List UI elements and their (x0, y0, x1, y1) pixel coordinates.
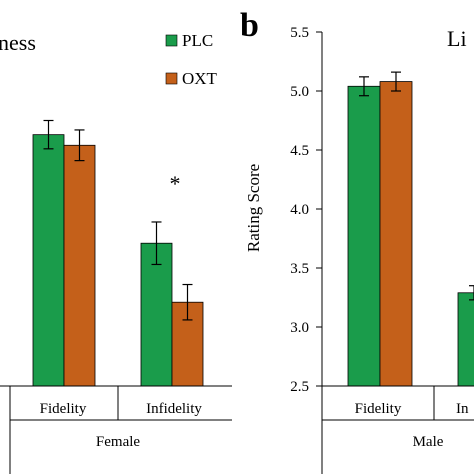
bar-plc-1 (140, 242, 173, 387)
left-group-label: Female (96, 434, 140, 450)
panel-label-b: b (240, 7, 259, 44)
right-panel: b Li Rating Score 2.53.03.54.04.55.05.5 … (240, 7, 474, 474)
y-tick-label-4: 4.5 (290, 143, 309, 159)
left-x-axis: Fidelity Infidelity Female (0, 385, 232, 474)
bar-oxt-0 (63, 144, 96, 387)
bar-plc-1 (457, 292, 474, 387)
legend-label-oxt: OXT (182, 69, 218, 88)
legend-swatch-plc (165, 34, 178, 47)
y-tick-label-1: 3.0 (290, 320, 309, 336)
left-panel-title: ness (0, 30, 36, 55)
left-tick-label-infidelity: Infidelity (146, 401, 202, 417)
right-group-label: Male (413, 434, 444, 450)
left-tick-label-fidelity: Fidelity (40, 401, 87, 417)
bar-plc-0 (32, 134, 65, 387)
right-y-axis: 2.5 3.0 3.5 4.0 4.5 5.0 5.5 (290, 25, 323, 474)
legend-label-plc: PLC (182, 31, 213, 50)
bar-oxt-0 (379, 81, 413, 387)
y-tick-label-5: 5.0 (290, 84, 309, 100)
y-tick-label-6: 5.5 (290, 25, 309, 41)
right-tick-label-fidelity: Fidelity (355, 401, 402, 417)
y-tick-label-3: 4.0 (290, 202, 309, 218)
left-panel: ness PLC OXT Fidelity Infidelity Female … (0, 30, 232, 474)
right-panel-title: Li (447, 26, 467, 51)
right-tick-label-in: In (456, 401, 469, 417)
y-tick-label-2: 3.5 (290, 261, 309, 277)
bar-plc-0 (347, 85, 381, 387)
left-bars (32, 119, 204, 387)
right-bars (347, 71, 474, 387)
legend-swatch-oxt (165, 72, 178, 85)
left-legend: PLC OXT (165, 31, 218, 88)
significance-marker: * (170, 171, 181, 196)
y-axis-title: Rating Score (244, 164, 263, 252)
y-tick-label-0: 2.5 (290, 379, 309, 395)
right-x-axis: Fidelity In Male (322, 385, 474, 450)
